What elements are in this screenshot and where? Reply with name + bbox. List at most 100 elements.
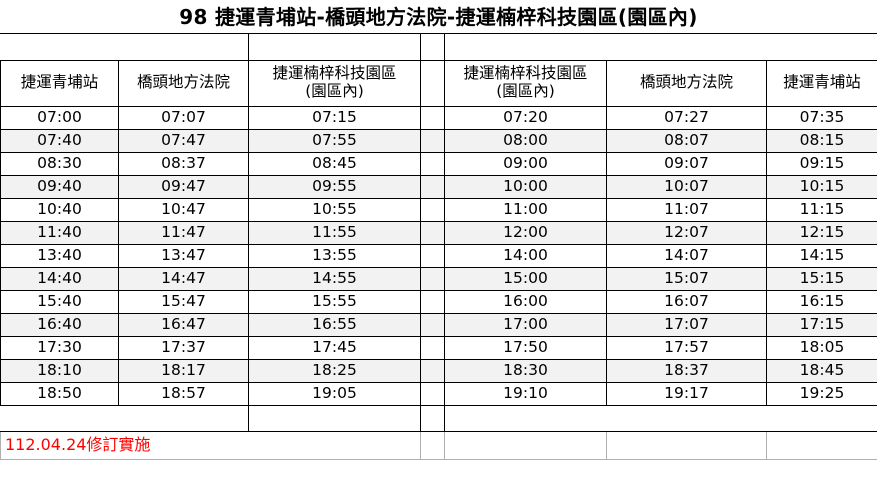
blank-spacer-row xyxy=(0,404,877,432)
cell-departure-time: 17:45 xyxy=(248,335,421,360)
cell-departure-time: 17:37 xyxy=(118,335,249,360)
cell-departure-time: 16:07 xyxy=(606,289,767,314)
cell-departure-time: 15:55 xyxy=(248,289,421,314)
note-separator-cell xyxy=(420,430,445,460)
cell-separator xyxy=(420,174,445,199)
spacer-cell-1 xyxy=(0,34,119,61)
revision-note-cell: 112.04.24修訂實施 xyxy=(0,430,421,460)
blank-cell-3 xyxy=(248,404,421,432)
header-outbound-stop-2: 橋頭地方法院 xyxy=(118,59,249,107)
cell-departure-time: 08:00 xyxy=(444,128,607,153)
cell-departure-time: 15:00 xyxy=(444,266,607,291)
table-row: 15:40 15:47 15:55 16:00 16:07 16:15 xyxy=(0,289,877,314)
blank-cell-2 xyxy=(118,404,249,432)
spacer-cell-6 xyxy=(766,34,877,61)
blank-separator-cell xyxy=(420,404,445,432)
cell-separator xyxy=(420,220,445,245)
header-label: 捷運楠梓科技園區 xyxy=(272,64,397,83)
cell-departure-time: 17:57 xyxy=(606,335,767,360)
cell-departure-time: 19:05 xyxy=(248,381,421,406)
cell-departure-time: 10:07 xyxy=(606,174,767,199)
cell-departure-time: 18:30 xyxy=(444,358,607,383)
cell-departure-time: 19:17 xyxy=(606,381,767,406)
cell-departure-time: 09:40 xyxy=(0,174,119,199)
cell-departure-time: 07:35 xyxy=(766,105,877,130)
cell-departure-time: 18:50 xyxy=(0,381,119,406)
cell-separator xyxy=(420,151,445,176)
cell-departure-time: 09:55 xyxy=(248,174,421,199)
cell-departure-time: 11:07 xyxy=(606,197,767,222)
table-row: 16:40 16:47 16:55 17:00 17:07 17:15 xyxy=(0,312,877,337)
cell-departure-time: 14:00 xyxy=(444,243,607,268)
cell-departure-time: 13:47 xyxy=(118,243,249,268)
cell-departure-time: 17:00 xyxy=(444,312,607,337)
table-row: 07:40 07:47 07:55 08:00 08:07 08:15 xyxy=(0,128,877,153)
spacer-cell-3 xyxy=(248,34,421,61)
cell-departure-time: 17:15 xyxy=(766,312,877,337)
table-row: 11:40 11:47 11:55 12:00 12:07 12:15 xyxy=(0,220,877,245)
cell-departure-time: 13:55 xyxy=(248,243,421,268)
cell-departure-time: 08:15 xyxy=(766,128,877,153)
blank-cell-5 xyxy=(606,404,767,432)
cell-departure-time: 11:00 xyxy=(444,197,607,222)
header-label: 橋頭地方法院 xyxy=(639,73,733,92)
header-direction-separator xyxy=(420,59,445,107)
header-inbound-stop-2: 橋頭地方法院 xyxy=(606,59,767,107)
blank-cell-6 xyxy=(766,404,877,432)
timetable-body: 捷運青埔站 橋頭地方法院 捷運楠梓科技園區 (園區內) 捷運楠梓科技園區 (園區… xyxy=(0,34,877,460)
footer-note-row: 112.04.24修訂實施 xyxy=(0,430,877,460)
cell-separator xyxy=(420,381,445,406)
cell-departure-time: 14:07 xyxy=(606,243,767,268)
table-row: 18:10 18:17 18:25 18:30 18:37 18:45 xyxy=(0,358,877,383)
cell-departure-time: 18:17 xyxy=(118,358,249,383)
header-label: 捷運青埔站 xyxy=(20,73,99,92)
cell-departure-time: 10:40 xyxy=(0,197,119,222)
cell-departure-time: 12:15 xyxy=(766,220,877,245)
table-row: 13:40 13:47 13:55 14:00 14:07 14:15 xyxy=(0,243,877,268)
cell-departure-time: 16:15 xyxy=(766,289,877,314)
cell-departure-time: 08:37 xyxy=(118,151,249,176)
note-empty-cell-3 xyxy=(766,430,877,460)
cell-separator xyxy=(420,312,445,337)
cell-departure-time: 07:27 xyxy=(606,105,767,130)
note-empty-cell-2 xyxy=(606,430,767,460)
cell-departure-time: 07:55 xyxy=(248,128,421,153)
table-row: 10:40 10:47 10:55 11:00 11:07 11:15 xyxy=(0,197,877,222)
header-sublabel: (園區內) xyxy=(305,82,364,100)
header-label: 捷運楠梓科技園區 xyxy=(463,64,588,83)
cell-departure-time: 16:47 xyxy=(118,312,249,337)
cell-departure-time: 09:00 xyxy=(444,151,607,176)
cell-departure-time: 08:30 xyxy=(0,151,119,176)
cell-departure-time: 08:07 xyxy=(606,128,767,153)
page-title: 98 捷運青埔站-橋頭地方法院-捷運楠梓科技園區(園區內) xyxy=(0,0,877,34)
cell-departure-time: 10:00 xyxy=(444,174,607,199)
cell-departure-time: 15:40 xyxy=(0,289,119,314)
cell-departure-time: 18:25 xyxy=(248,358,421,383)
cell-departure-time: 19:10 xyxy=(444,381,607,406)
cell-departure-time: 16:00 xyxy=(444,289,607,314)
spacer-cell-2 xyxy=(118,34,249,61)
cell-departure-time: 07:20 xyxy=(444,105,607,130)
cell-departure-time: 08:45 xyxy=(248,151,421,176)
cell-departure-time: 07:40 xyxy=(0,128,119,153)
cell-separator xyxy=(420,289,445,314)
header-sublabel: (園區內) xyxy=(496,82,555,100)
cell-departure-time: 11:40 xyxy=(0,220,119,245)
cell-departure-time: 15:47 xyxy=(118,289,249,314)
table-row: 18:50 18:57 19:05 19:10 19:17 19:25 xyxy=(0,381,877,406)
cell-departure-time: 11:55 xyxy=(248,220,421,245)
note-empty-cell-1 xyxy=(444,430,607,460)
cell-departure-time: 17:07 xyxy=(606,312,767,337)
cell-departure-time: 10:15 xyxy=(766,174,877,199)
cell-departure-time: 09:15 xyxy=(766,151,877,176)
cell-separator xyxy=(420,128,445,153)
header-inbound-stop-1: 捷運楠梓科技園區 (園區內) xyxy=(444,59,607,107)
spacer-cell-5 xyxy=(606,34,767,61)
page-title-text: 98 捷運青埔站-橋頭地方法院-捷運楠梓科技園區(園區內) xyxy=(179,4,698,29)
cell-departure-time: 18:37 xyxy=(606,358,767,383)
blank-cell-1 xyxy=(0,404,119,432)
cell-departure-time: 09:47 xyxy=(118,174,249,199)
header-label: 橋頭地方法院 xyxy=(136,73,230,92)
table-row: 14:40 14:47 14:55 15:00 15:07 15:15 xyxy=(0,266,877,291)
